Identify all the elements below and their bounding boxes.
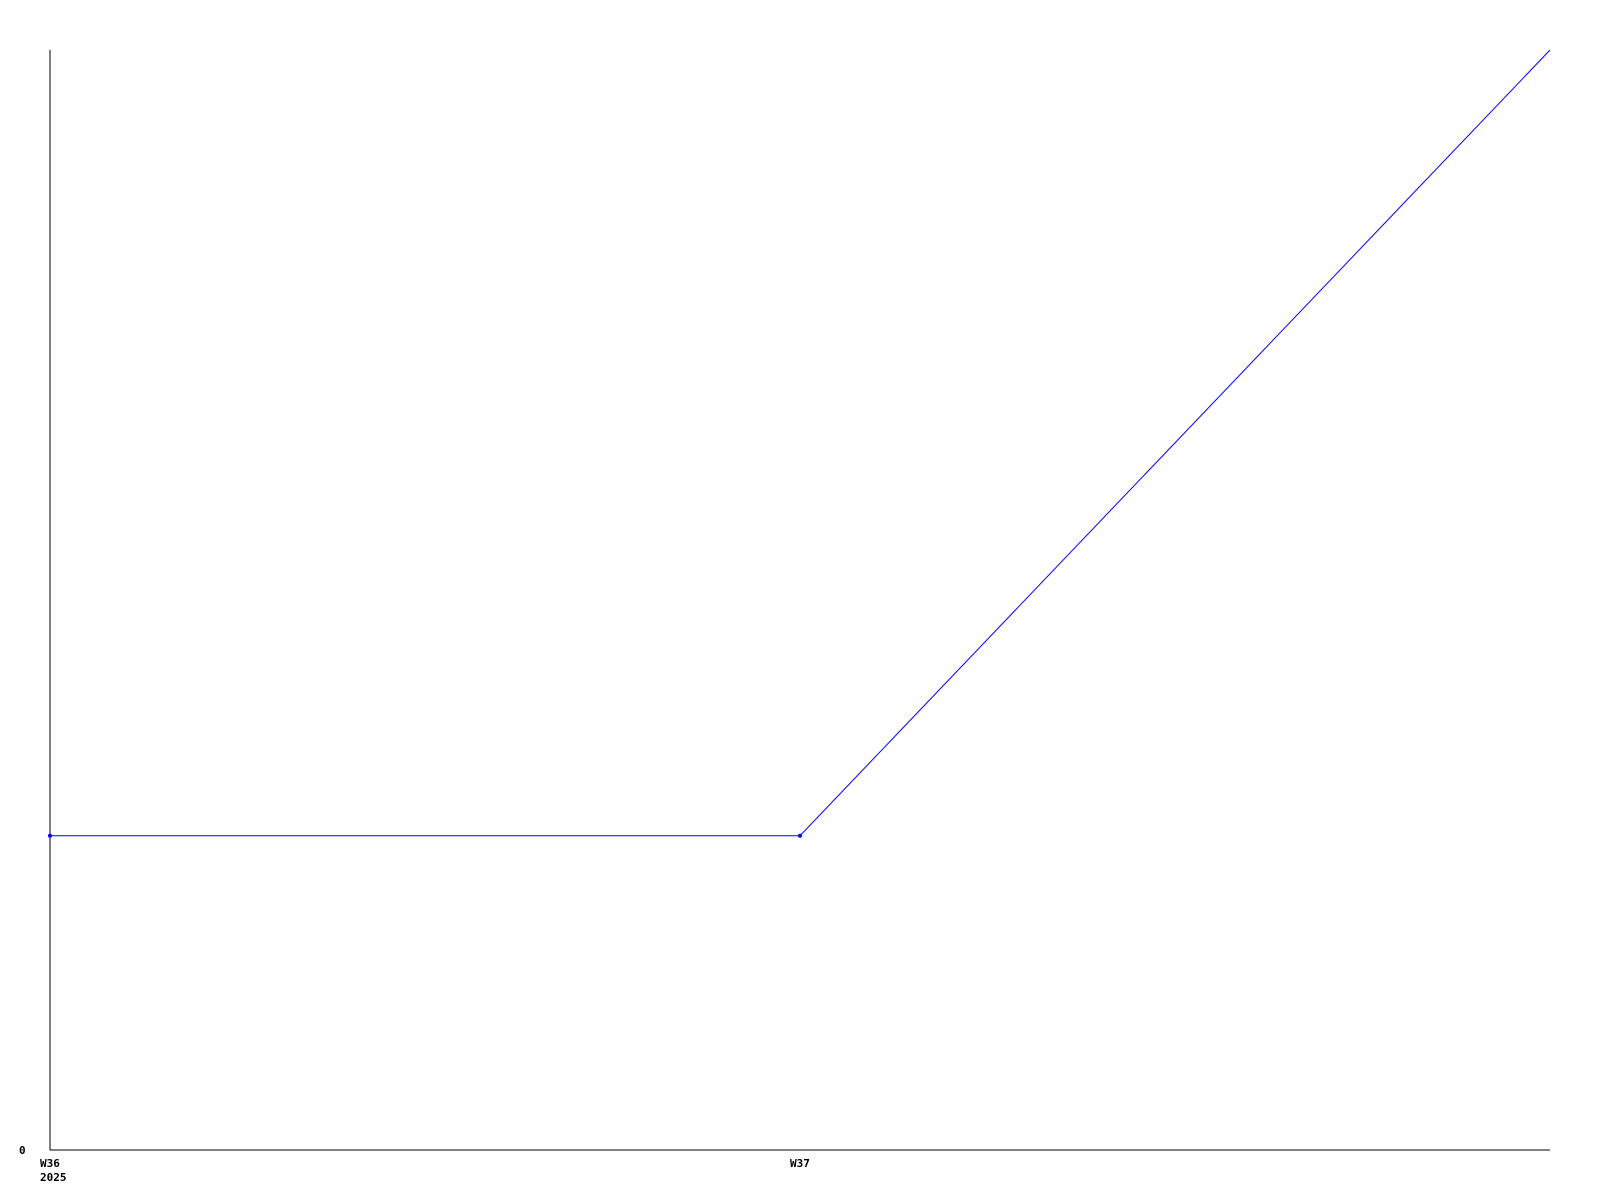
x-tick-sublabel: 2025 (40, 1171, 67, 1184)
series-line (50, 49, 1551, 837)
x-tick-label: W37 (790, 1157, 810, 1170)
y-tick-label: 0 (19, 1144, 26, 1157)
x-tick-label: W36 (40, 1157, 60, 1170)
data-point (48, 833, 52, 838)
data-point (798, 833, 802, 838)
